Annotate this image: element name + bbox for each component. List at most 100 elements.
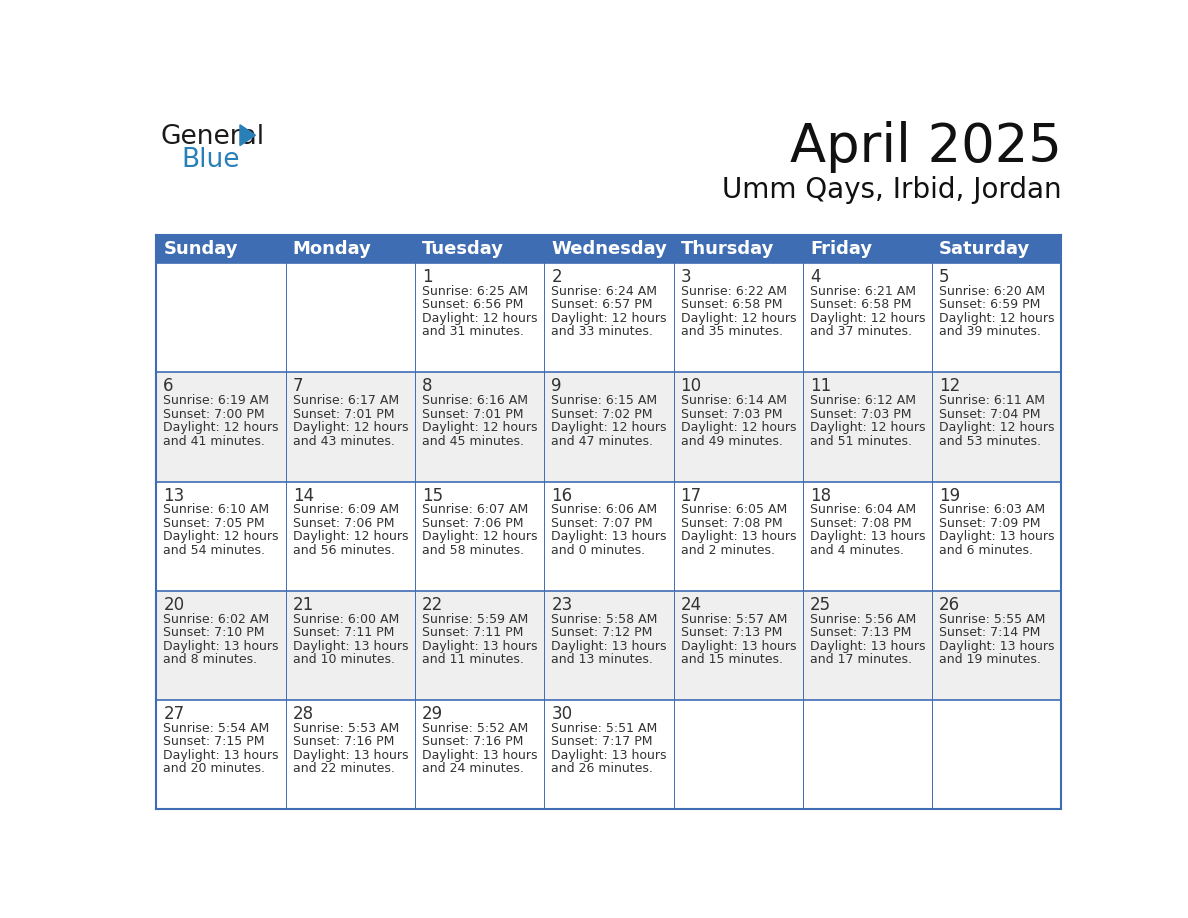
Text: Sunset: 7:17 PM: Sunset: 7:17 PM — [551, 735, 652, 748]
Text: Daylight: 13 hours: Daylight: 13 hours — [551, 531, 666, 543]
Text: 16: 16 — [551, 487, 573, 505]
Text: and 45 minutes.: and 45 minutes. — [422, 434, 524, 448]
Bar — [674, 482, 803, 591]
Text: Sunset: 7:10 PM: Sunset: 7:10 PM — [164, 626, 265, 639]
Text: Sunrise: 6:10 AM: Sunrise: 6:10 AM — [164, 503, 270, 517]
Text: 15: 15 — [422, 487, 443, 505]
Text: 12: 12 — [940, 377, 960, 396]
Text: Sunrise: 6:11 AM: Sunrise: 6:11 AM — [940, 394, 1045, 408]
Text: 19: 19 — [940, 487, 960, 505]
Text: 10: 10 — [681, 377, 702, 396]
Text: 27: 27 — [164, 705, 184, 723]
Text: 3: 3 — [681, 268, 691, 286]
Text: Sunset: 7:04 PM: Sunset: 7:04 PM — [940, 408, 1041, 420]
Text: Sunset: 6:58 PM: Sunset: 6:58 PM — [681, 298, 782, 311]
Text: and 6 minutes.: and 6 minutes. — [940, 543, 1034, 557]
Text: and 35 minutes.: and 35 minutes. — [681, 325, 783, 339]
Text: Daylight: 12 hours: Daylight: 12 hours — [681, 421, 796, 434]
Bar — [285, 700, 415, 810]
Text: Daylight: 13 hours: Daylight: 13 hours — [164, 640, 279, 653]
Text: Monday: Monday — [292, 240, 372, 258]
Text: 24: 24 — [681, 596, 702, 614]
Text: Daylight: 12 hours: Daylight: 12 hours — [164, 421, 279, 434]
Text: 20: 20 — [164, 596, 184, 614]
Text: Sunset: 7:15 PM: Sunset: 7:15 PM — [164, 735, 265, 748]
Text: Daylight: 13 hours: Daylight: 13 hours — [551, 640, 666, 653]
Bar — [544, 591, 674, 700]
Text: Sunrise: 6:07 AM: Sunrise: 6:07 AM — [422, 503, 529, 517]
Text: Sunrise: 6:04 AM: Sunrise: 6:04 AM — [810, 503, 916, 517]
Text: Daylight: 13 hours: Daylight: 13 hours — [292, 749, 409, 762]
Bar — [544, 700, 674, 810]
Text: Sunset: 7:16 PM: Sunset: 7:16 PM — [292, 735, 394, 748]
Text: Sunset: 7:02 PM: Sunset: 7:02 PM — [551, 408, 652, 420]
Text: Daylight: 12 hours: Daylight: 12 hours — [551, 312, 666, 325]
Text: and 47 minutes.: and 47 minutes. — [551, 434, 653, 448]
Text: Sunset: 7:09 PM: Sunset: 7:09 PM — [940, 517, 1041, 530]
Text: Sunrise: 6:00 AM: Sunrise: 6:00 AM — [292, 612, 399, 626]
Bar — [544, 482, 674, 591]
Bar — [803, 235, 933, 263]
Bar — [285, 235, 415, 263]
Bar — [415, 373, 544, 482]
Text: Sunset: 7:12 PM: Sunset: 7:12 PM — [551, 626, 652, 639]
Text: Sunset: 7:07 PM: Sunset: 7:07 PM — [551, 517, 653, 530]
Text: Sunset: 7:14 PM: Sunset: 7:14 PM — [940, 626, 1041, 639]
Text: and 0 minutes.: and 0 minutes. — [551, 543, 645, 557]
Text: Sunset: 6:58 PM: Sunset: 6:58 PM — [810, 298, 911, 311]
Text: 17: 17 — [681, 487, 702, 505]
Text: and 26 minutes.: and 26 minutes. — [551, 763, 653, 776]
Bar — [157, 263, 285, 373]
Text: Sunrise: 6:09 AM: Sunrise: 6:09 AM — [292, 503, 399, 517]
Text: Sunrise: 5:54 AM: Sunrise: 5:54 AM — [164, 722, 270, 735]
Text: Sunrise: 5:55 AM: Sunrise: 5:55 AM — [940, 612, 1045, 626]
Text: Sunset: 7:13 PM: Sunset: 7:13 PM — [681, 626, 782, 639]
Bar — [285, 482, 415, 591]
Text: and 56 minutes.: and 56 minutes. — [292, 543, 394, 557]
Text: Sunset: 7:00 PM: Sunset: 7:00 PM — [164, 408, 265, 420]
Bar — [157, 700, 285, 810]
Text: Daylight: 12 hours: Daylight: 12 hours — [940, 421, 1055, 434]
Text: and 4 minutes.: and 4 minutes. — [810, 543, 904, 557]
Text: Daylight: 13 hours: Daylight: 13 hours — [940, 531, 1055, 543]
Text: 13: 13 — [164, 487, 184, 505]
Text: Daylight: 13 hours: Daylight: 13 hours — [681, 531, 796, 543]
Text: General: General — [160, 124, 264, 150]
Text: and 54 minutes.: and 54 minutes. — [164, 543, 265, 557]
Bar — [285, 373, 415, 482]
Text: 1: 1 — [422, 268, 432, 286]
Text: Daylight: 12 hours: Daylight: 12 hours — [422, 312, 537, 325]
Text: and 15 minutes.: and 15 minutes. — [681, 654, 783, 666]
Bar — [544, 235, 674, 263]
Text: Daylight: 13 hours: Daylight: 13 hours — [422, 749, 537, 762]
Text: and 31 minutes.: and 31 minutes. — [422, 325, 524, 339]
Text: Sunrise: 6:12 AM: Sunrise: 6:12 AM — [810, 394, 916, 408]
Bar — [803, 700, 933, 810]
Text: Sunrise: 5:52 AM: Sunrise: 5:52 AM — [422, 722, 529, 735]
Text: Sunrise: 6:25 AM: Sunrise: 6:25 AM — [422, 285, 529, 298]
Text: and 33 minutes.: and 33 minutes. — [551, 325, 653, 339]
Text: Saturday: Saturday — [940, 240, 1030, 258]
Bar — [674, 373, 803, 482]
Text: Daylight: 12 hours: Daylight: 12 hours — [810, 312, 925, 325]
Text: and 22 minutes.: and 22 minutes. — [292, 763, 394, 776]
Text: 2: 2 — [551, 268, 562, 286]
Text: 23: 23 — [551, 596, 573, 614]
Text: Sunset: 7:03 PM: Sunset: 7:03 PM — [681, 408, 782, 420]
Bar — [803, 482, 933, 591]
Text: and 24 minutes.: and 24 minutes. — [422, 763, 524, 776]
Text: Daylight: 12 hours: Daylight: 12 hours — [422, 421, 537, 434]
Text: and 53 minutes.: and 53 minutes. — [940, 434, 1041, 448]
Text: Sunrise: 6:22 AM: Sunrise: 6:22 AM — [681, 285, 786, 298]
Text: 11: 11 — [810, 377, 832, 396]
Bar — [544, 373, 674, 482]
Text: 9: 9 — [551, 377, 562, 396]
Text: and 37 minutes.: and 37 minutes. — [810, 325, 912, 339]
Bar — [933, 591, 1061, 700]
Text: and 58 minutes.: and 58 minutes. — [422, 543, 524, 557]
Text: Sunset: 7:01 PM: Sunset: 7:01 PM — [422, 408, 524, 420]
Text: 21: 21 — [292, 596, 314, 614]
Text: Sunrise: 6:02 AM: Sunrise: 6:02 AM — [164, 612, 270, 626]
Text: Sunset: 7:08 PM: Sunset: 7:08 PM — [810, 517, 911, 530]
Text: Daylight: 12 hours: Daylight: 12 hours — [810, 421, 925, 434]
